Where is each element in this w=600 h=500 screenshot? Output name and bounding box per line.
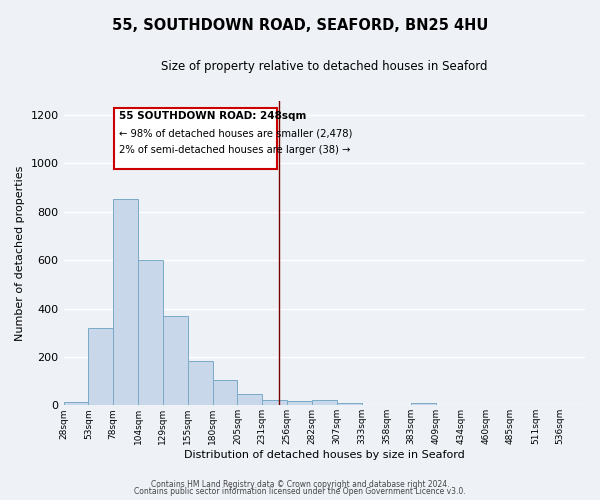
- Text: Contains public sector information licensed under the Open Government Licence v3: Contains public sector information licen…: [134, 487, 466, 496]
- Bar: [113, 198, 138, 406]
- X-axis label: Distribution of detached houses by size in Seaford: Distribution of detached houses by size …: [184, 450, 464, 460]
- Bar: [163, 316, 188, 406]
- Bar: [115, 108, 277, 170]
- Bar: [212, 380, 238, 406]
- Bar: [238, 394, 262, 406]
- Text: ← 98% of detached houses are smaller (2,478): ← 98% of detached houses are smaller (2,…: [119, 128, 352, 138]
- Text: Contains HM Land Registry data © Crown copyright and database right 2024.: Contains HM Land Registry data © Crown c…: [151, 480, 449, 489]
- Bar: [88, 328, 113, 406]
- Bar: [262, 400, 287, 406]
- Bar: [312, 400, 337, 406]
- Bar: [337, 404, 362, 406]
- Text: 55 SOUTHDOWN ROAD: 248sqm: 55 SOUTHDOWN ROAD: 248sqm: [119, 112, 306, 122]
- Bar: [287, 402, 312, 406]
- Bar: [138, 260, 163, 406]
- Y-axis label: Number of detached properties: Number of detached properties: [15, 165, 25, 340]
- Bar: [64, 402, 88, 406]
- Text: 55, SOUTHDOWN ROAD, SEAFORD, BN25 4HU: 55, SOUTHDOWN ROAD, SEAFORD, BN25 4HU: [112, 18, 488, 32]
- Text: 2% of semi-detached houses are larger (38) →: 2% of semi-detached houses are larger (3…: [119, 146, 350, 156]
- Title: Size of property relative to detached houses in Seaford: Size of property relative to detached ho…: [161, 60, 488, 73]
- Bar: [411, 403, 436, 406]
- Bar: [188, 360, 212, 406]
